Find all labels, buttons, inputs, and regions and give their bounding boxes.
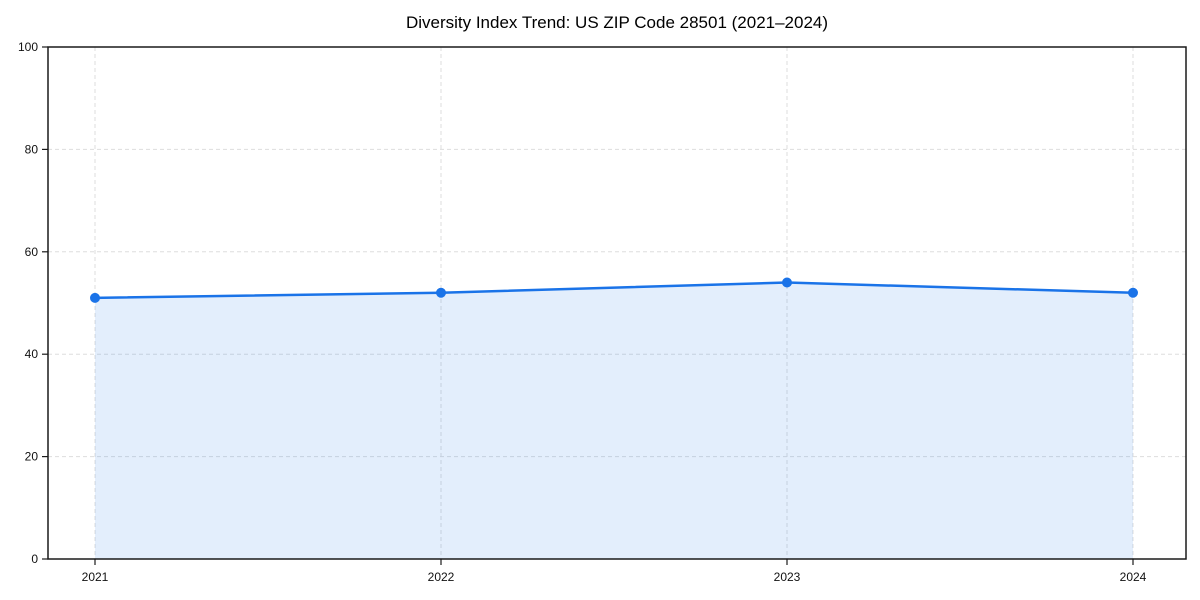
plot-frame (47, 46, 1187, 560)
x-tick-label: 2024 (1120, 570, 1147, 584)
area-fill (95, 282, 1133, 559)
y-tick-label: 80 (25, 142, 39, 156)
y-tick-label: 20 (25, 450, 39, 464)
chart-title: Diversity Index Trend: US ZIP Code 28501… (405, 13, 829, 32)
x-tick-label: 2023 (774, 570, 801, 584)
y-tick-label: 60 (25, 245, 39, 259)
data-point (436, 287, 446, 298)
x-tick-label: 2022 (428, 570, 455, 584)
y-tick-label: 100 (18, 40, 38, 54)
y-tick-label: 40 (25, 347, 39, 361)
y-tick-label: 0 (31, 552, 38, 566)
data-point (782, 277, 792, 288)
data-point (1128, 287, 1138, 298)
data-point (90, 292, 100, 303)
x-tick-label: 2021 (82, 570, 109, 584)
trend-line (93, 281, 1135, 300)
